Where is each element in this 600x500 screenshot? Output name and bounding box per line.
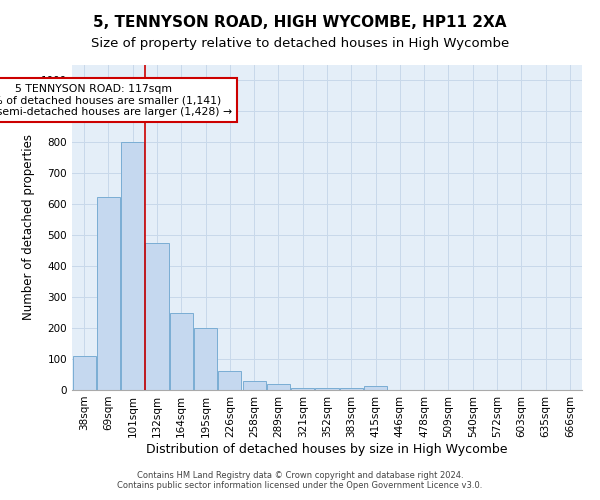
X-axis label: Distribution of detached houses by size in High Wycombe: Distribution of detached houses by size … <box>146 442 508 456</box>
Y-axis label: Number of detached properties: Number of detached properties <box>22 134 35 320</box>
Text: Contains HM Land Registry data © Crown copyright and database right 2024.
Contai: Contains HM Land Registry data © Crown c… <box>118 470 482 490</box>
Text: 5 TENNYSON ROAD: 117sqm
← 44% of detached houses are smaller (1,141)
56% of semi: 5 TENNYSON ROAD: 117sqm ← 44% of detache… <box>0 84 232 117</box>
Text: Size of property relative to detached houses in High Wycombe: Size of property relative to detached ho… <box>91 38 509 51</box>
Bar <box>170 312 193 390</box>
Bar <box>145 243 169 390</box>
Bar <box>194 328 217 390</box>
Bar <box>121 142 144 390</box>
Bar <box>340 388 363 390</box>
Bar <box>97 196 120 390</box>
Bar <box>267 384 290 390</box>
Bar <box>291 388 314 390</box>
Bar <box>242 382 266 390</box>
Bar <box>73 356 95 390</box>
Bar <box>364 386 387 390</box>
Bar <box>218 371 241 390</box>
Text: 5, TENNYSON ROAD, HIGH WYCOMBE, HP11 2XA: 5, TENNYSON ROAD, HIGH WYCOMBE, HP11 2XA <box>93 15 507 30</box>
Bar <box>316 388 338 390</box>
